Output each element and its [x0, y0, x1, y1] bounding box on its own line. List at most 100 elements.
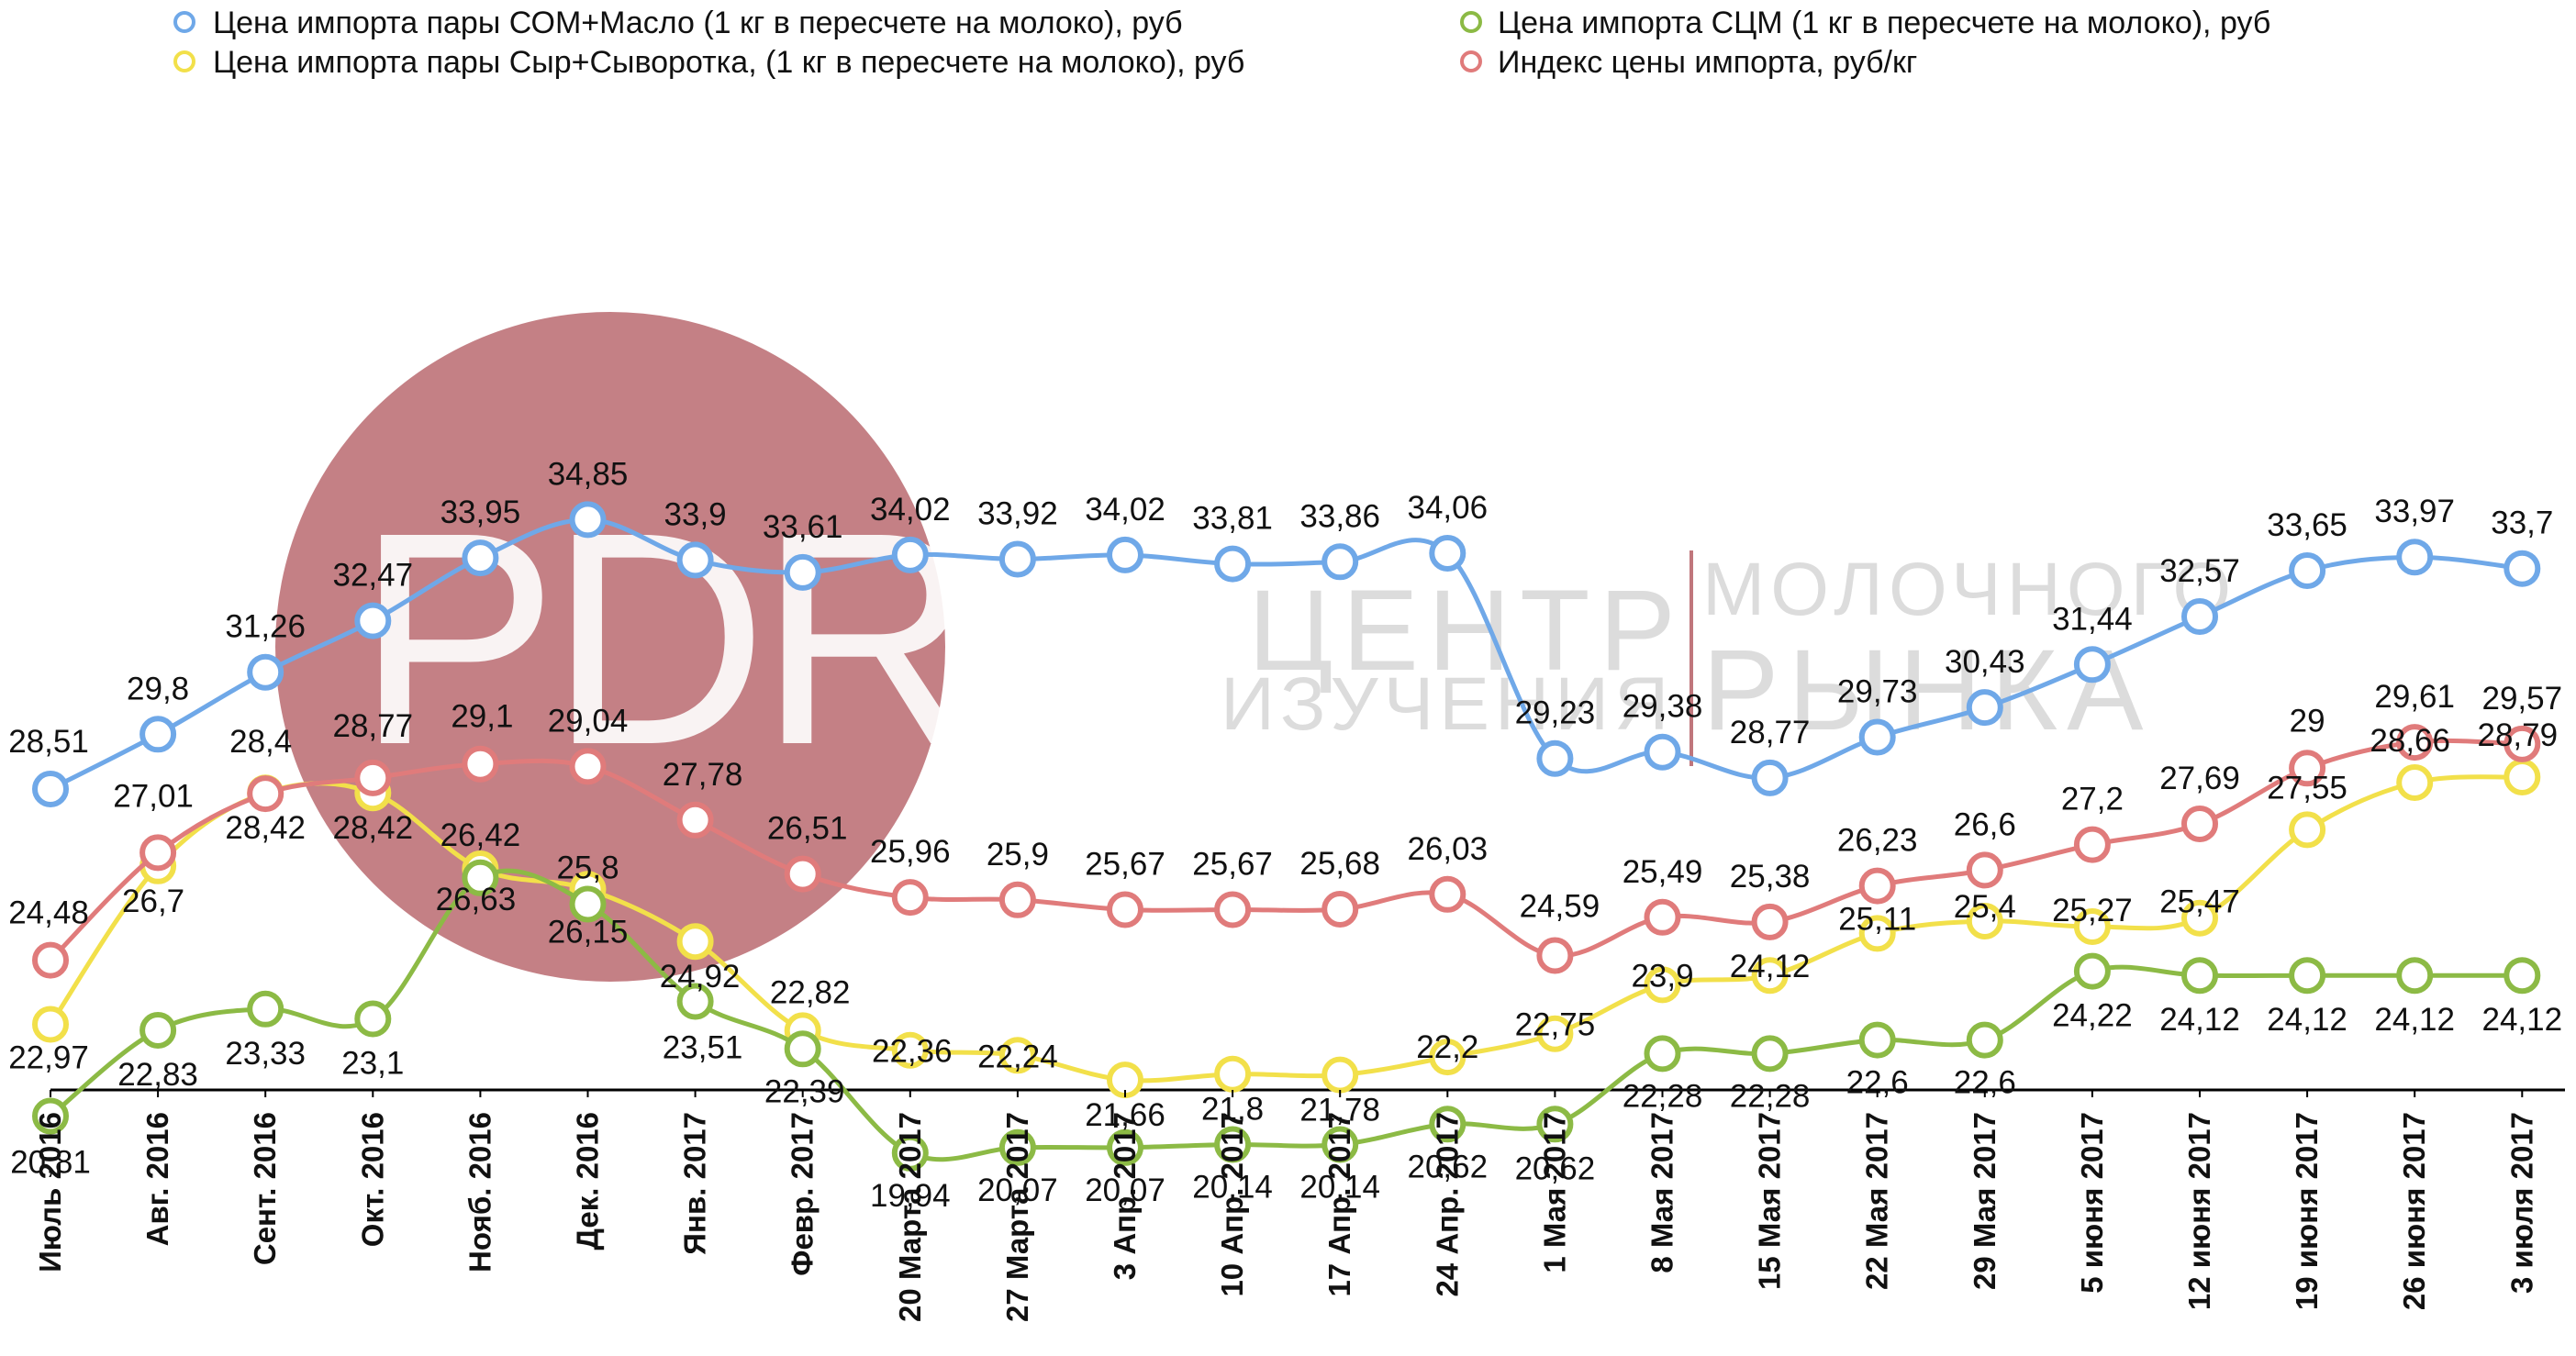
data-label-index-9: 25,9	[987, 837, 1049, 873]
data-label-com-maslo-20: 32,57	[2159, 553, 2240, 589]
data-point-scm-4	[462, 859, 499, 896]
data-point-scm-9	[998, 1128, 1036, 1166]
data-point-com-maslo-6	[676, 541, 714, 579]
data-label-cheese-whey-17: 25,11	[1838, 901, 1916, 937]
data-labels-com-maslo: 28,51 29,8 31,26 32,47 33,95 34,85 33,9 33,61 34…	[8, 456, 2553, 760]
data-label-com-maslo-15: 29,38	[1623, 689, 1703, 725]
watermark-line2: ИЗУЧЕНИЯ	[1221, 662, 1674, 746]
labels-layer: 28,51 29,8 31,26 32,47 33,95 34,85 33,9 33,61 34…	[8, 456, 2562, 1213]
x-tick-label-17: 22 Мая 2017	[1860, 1112, 1894, 1290]
data-point-cheese-whey-9	[998, 1037, 1036, 1074]
data-label-index-3: 28,77	[333, 708, 414, 744]
x-tick-label-3: Окт. 2016	[355, 1112, 389, 1247]
x-tick-label-13: 24 Апр. 2017	[1430, 1112, 1464, 1297]
data-label-cheese-whey-10: 21,66	[1085, 1097, 1165, 1133]
data-label-index-0: 24,48	[8, 895, 89, 931]
data-point-index-23	[2504, 725, 2541, 762]
data-point-com-maslo-5	[569, 501, 607, 539]
data-point-index-14	[1536, 937, 1574, 974]
data-label-cheese-whey-18: 25,4	[1954, 889, 2016, 925]
data-point-cheese-whey-20	[2181, 899, 2218, 937]
data-label-com-maslo-14: 29,23	[1515, 695, 1596, 731]
data-label-scm-23: 24,12	[2482, 1002, 2563, 1038]
data-label-scm-20: 24,12	[2159, 1002, 2240, 1038]
data-label-com-maslo-13: 34,06	[1408, 490, 1489, 526]
data-point-index-6	[676, 801, 714, 839]
data-point-index-3	[354, 759, 392, 796]
x-tick-label-9: 27 Марта 2017	[1000, 1112, 1034, 1322]
watermark-circle	[275, 312, 945, 982]
data-point-scm-5	[569, 885, 607, 923]
data-point-index-10	[1107, 891, 1143, 928]
data-label-com-maslo-9: 33,92	[977, 496, 1058, 532]
x-axis-ticks: Июль 2016 Авг. 2016 Сент. 2016 Окт. 2016 Ноя…	[33, 1090, 2538, 1322]
x-tick-label-21: 19 июня 2017	[2290, 1112, 2324, 1310]
data-label-scm-6: 23,51	[663, 1030, 743, 1066]
data-point-scm-3	[354, 1000, 392, 1038]
data-point-index-1	[139, 834, 177, 872]
data-point-scm-12	[1321, 1126, 1359, 1163]
data-label-cheese-whey-19: 25,27	[2052, 893, 2133, 928]
data-point-com-maslo-13	[1429, 535, 1466, 572]
data-point-cheese-whey-6	[676, 923, 714, 961]
data-point-scm-13	[1429, 1106, 1466, 1143]
data-point-scm-0	[32, 1097, 69, 1135]
data-point-scm-10	[1107, 1128, 1143, 1166]
legend-label-index: Индекс цены импорта, руб/кг	[1498, 45, 1917, 80]
data-point-index-5	[569, 748, 607, 785]
data-point-scm-8	[891, 1134, 929, 1172]
data-point-cheese-whey-15	[1644, 966, 1681, 1004]
data-label-cheese-whey-22: 28,66	[2370, 723, 2450, 759]
data-label-scm-1: 22,83	[117, 1057, 198, 1093]
data-point-index-22	[2396, 724, 2434, 761]
data-point-scm-16	[1751, 1035, 1789, 1073]
legend-label-cheese-whey: Цена импорта пары Сыр+Сыворотка, (1 кг в…	[213, 45, 1244, 80]
data-label-index-8: 25,96	[870, 834, 951, 870]
data-point-com-maslo-16	[1751, 759, 1789, 796]
data-point-cheese-whey-14	[1536, 1015, 1574, 1052]
data-point-scm-20	[2181, 957, 2218, 995]
data-point-index-13	[1429, 875, 1466, 913]
data-point-index-19	[2073, 826, 2111, 863]
data-label-index-11: 25,67	[1192, 847, 1273, 883]
data-label-index-20: 27,69	[2159, 761, 2240, 796]
legend-label-com-maslo: Цена импорта пары СОМ+Масло (1 кг в пере…	[213, 6, 1183, 40]
data-point-index-2	[247, 775, 284, 813]
data-label-cheese-whey-0: 22,97	[8, 1040, 89, 1076]
x-tick-label-20: 12 июня 2017	[2182, 1112, 2216, 1310]
data-label-com-maslo-18: 30,43	[1945, 644, 2025, 680]
data-label-cheese-whey-8: 22,36	[872, 1034, 953, 1070]
watermark-line4: РЫНКА	[1702, 627, 2153, 754]
data-label-cheese-whey-15: 23,9	[1631, 958, 1693, 994]
watermark-logo: PDRC	[356, 469, 1177, 807]
data-point-index-16	[1751, 903, 1789, 940]
data-label-cheese-whey-3: 28,42	[333, 810, 414, 846]
data-label-index-17: 26,23	[1837, 823, 1918, 859]
data-label-com-maslo-10: 34,02	[1085, 492, 1165, 528]
data-label-cheese-whey-6: 24,92	[660, 959, 741, 995]
data-point-com-maslo-4	[462, 539, 499, 577]
data-label-com-maslo-21: 33,65	[2267, 507, 2347, 543]
data-point-scm-14	[1536, 1106, 1574, 1143]
data-label-scm-10: 20,07	[1085, 1173, 1165, 1208]
data-label-com-maslo-22: 33,97	[2374, 494, 2455, 529]
x-tick-label-4: Нояб. 2016	[463, 1112, 496, 1273]
data-point-index-9	[998, 881, 1036, 918]
data-label-cheese-whey-9: 22,24	[977, 1039, 1058, 1074]
watermark: PDRC ЦЕНТР ИЗУЧЕНИЯ МОЛОЧНОГО РЫНКА	[275, 312, 2231, 982]
data-label-index-4: 29,1	[451, 699, 513, 735]
data-point-index-15	[1644, 898, 1681, 936]
x-tick-label-8: 20 Марта 2017	[893, 1112, 927, 1322]
data-label-index-6: 27,78	[663, 757, 743, 793]
x-tick-label-11: 10 Апр. 2017	[1215, 1112, 1249, 1297]
data-label-scm-12: 20,14	[1299, 1170, 1380, 1206]
data-label-scm-13: 20,62	[1408, 1149, 1489, 1184]
data-point-index-8	[891, 879, 929, 917]
data-label-index-7: 26,51	[767, 811, 848, 847]
data-label-com-maslo-7: 33,61	[763, 509, 843, 545]
data-label-index-13: 26,03	[1408, 831, 1489, 867]
data-label-com-maslo-4: 33,95	[440, 495, 521, 530]
data-label-com-maslo-23: 33,7	[2491, 506, 2553, 541]
data-label-scm-0: 20,81	[10, 1145, 91, 1181]
data-label-scm-5: 25,8	[556, 850, 619, 886]
